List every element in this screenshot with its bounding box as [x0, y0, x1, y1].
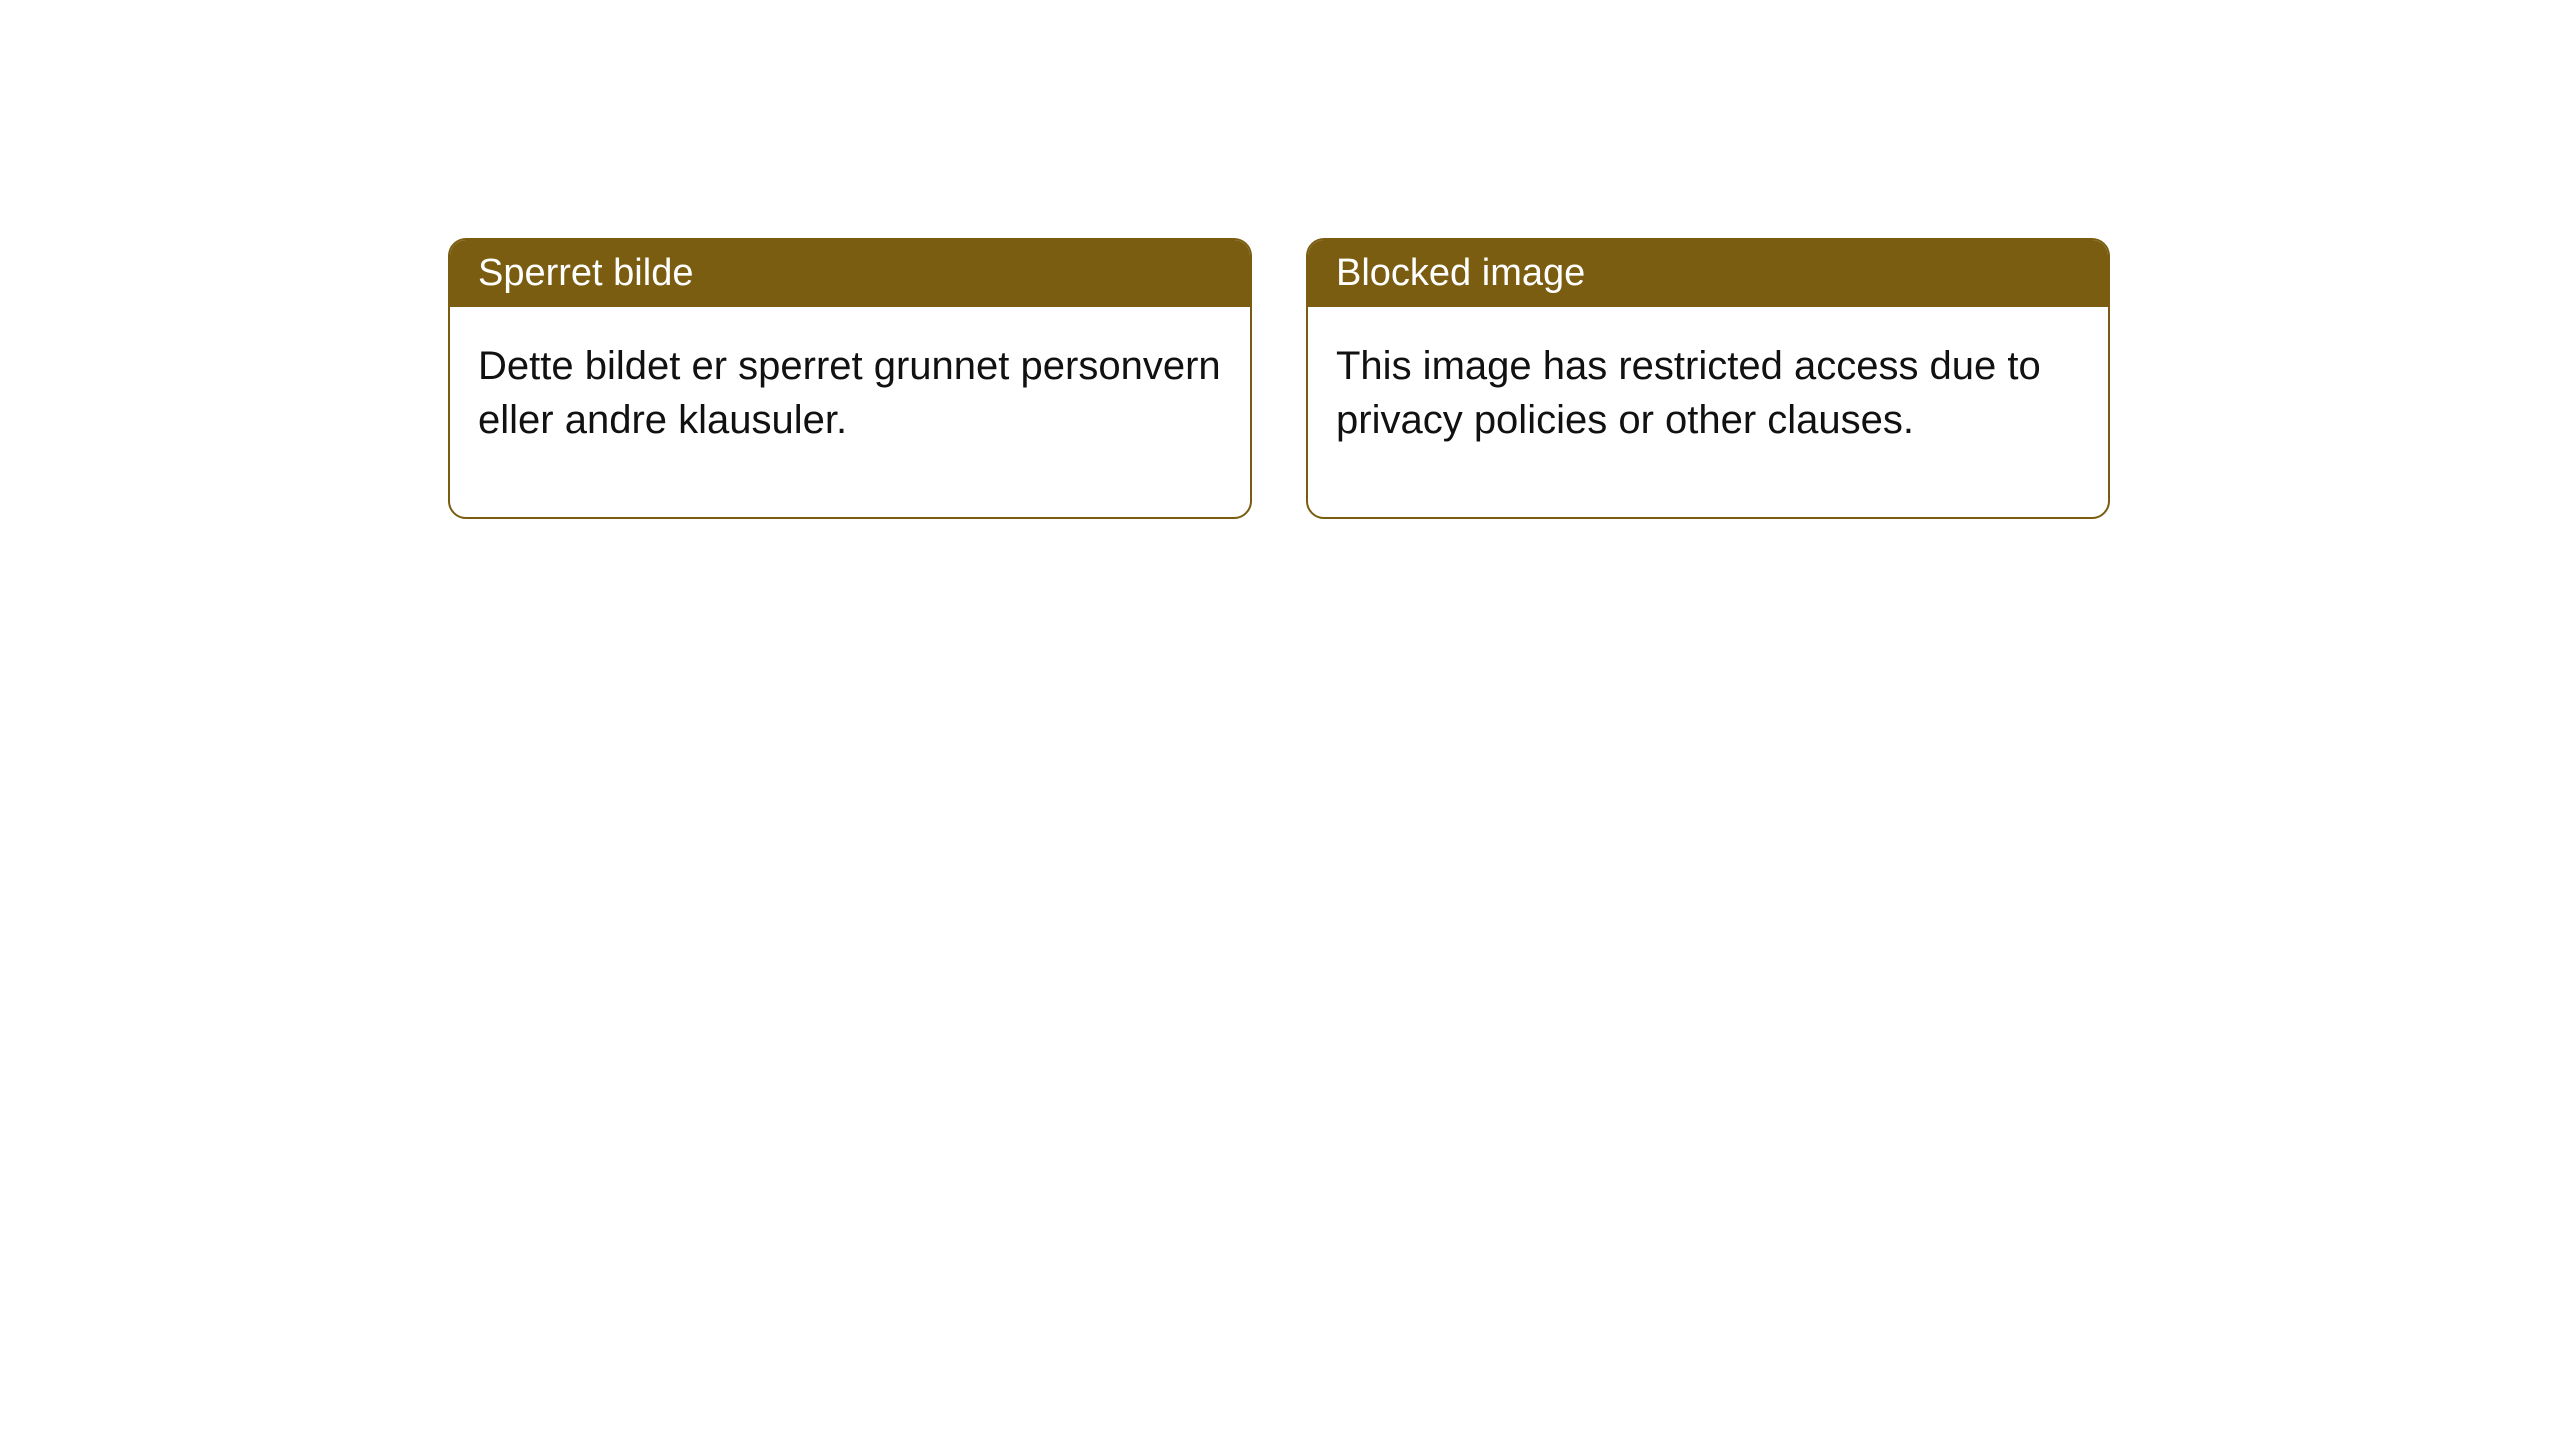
notice-card-body: This image has restricted access due to … [1308, 307, 2108, 517]
notice-container: Sperret bilde Dette bildet er sperret gr… [448, 238, 2110, 519]
notice-card-body: Dette bildet er sperret grunnet personve… [450, 307, 1250, 517]
notice-card-english: Blocked image This image has restricted … [1306, 238, 2110, 519]
notice-card-norwegian: Sperret bilde Dette bildet er sperret gr… [448, 238, 1252, 519]
notice-card-header: Blocked image [1308, 240, 2108, 307]
notice-card-header: Sperret bilde [450, 240, 1250, 307]
